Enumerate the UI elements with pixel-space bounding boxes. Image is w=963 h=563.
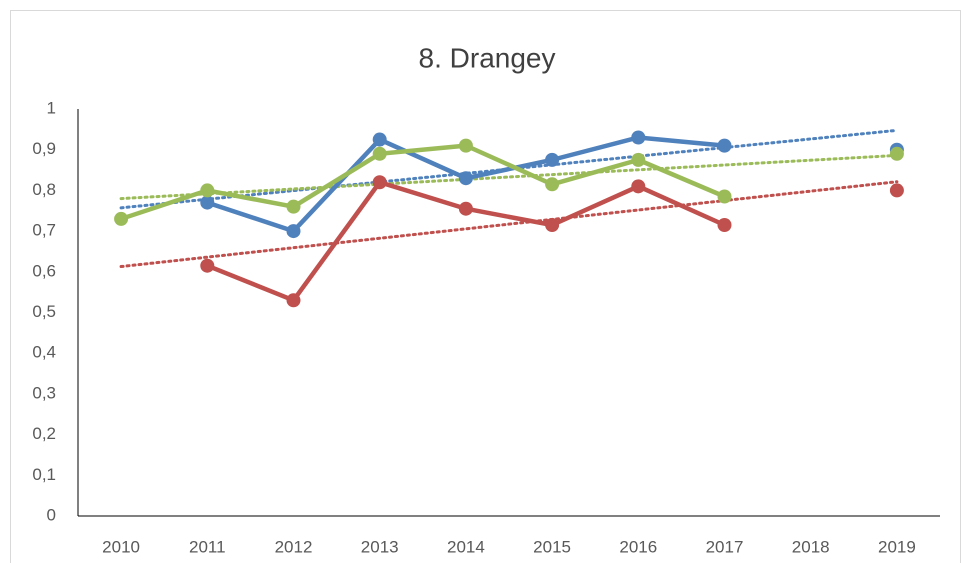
x-tick-label: 2018 bbox=[792, 537, 830, 556]
x-tick-label: 2011 bbox=[189, 537, 226, 556]
marker bbox=[631, 179, 646, 194]
marker bbox=[717, 138, 732, 153]
marker bbox=[372, 132, 387, 147]
marker bbox=[717, 217, 732, 232]
x-tick-label: 2015 bbox=[533, 537, 571, 556]
marker bbox=[458, 171, 473, 186]
y-tick-label: 0,3 bbox=[32, 383, 56, 402]
marker bbox=[631, 130, 646, 145]
marker bbox=[200, 258, 215, 273]
marker bbox=[286, 224, 301, 239]
y-tick-label: 0,4 bbox=[32, 343, 56, 362]
x-tick-label: 2017 bbox=[706, 537, 744, 556]
marker bbox=[114, 211, 129, 226]
marker bbox=[545, 152, 560, 167]
marker bbox=[545, 177, 560, 192]
y-tick-label: 0,2 bbox=[32, 424, 56, 443]
trendline bbox=[119, 180, 899, 269]
y-tick-label: 0,1 bbox=[32, 465, 56, 484]
y-tick-label: 0,8 bbox=[32, 180, 56, 199]
x-tick-label: 2012 bbox=[275, 537, 313, 556]
marker bbox=[458, 201, 473, 216]
marker bbox=[286, 293, 301, 308]
marker bbox=[372, 146, 387, 161]
marker bbox=[889, 183, 904, 198]
marker bbox=[286, 199, 301, 214]
marker bbox=[372, 175, 387, 190]
marker bbox=[717, 189, 732, 204]
x-tick-label: 2019 bbox=[878, 537, 916, 556]
y-tick-label: 0,7 bbox=[32, 221, 56, 240]
marker bbox=[545, 217, 560, 232]
marker bbox=[458, 138, 473, 153]
trendline bbox=[119, 153, 899, 201]
chart-title: 8. Drangey bbox=[419, 42, 556, 73]
marker bbox=[889, 146, 904, 161]
marker bbox=[200, 183, 215, 198]
chart-border bbox=[10, 10, 961, 563]
marker bbox=[200, 195, 215, 210]
y-tick-label: 0 bbox=[47, 505, 56, 524]
x-tick-label: 2013 bbox=[361, 537, 399, 556]
x-tick-label: 2014 bbox=[447, 537, 485, 556]
x-tick-label: 2010 bbox=[102, 537, 140, 556]
y-tick-label: 0,9 bbox=[32, 139, 56, 158]
y-tick-label: 0,5 bbox=[32, 302, 56, 321]
marker bbox=[631, 152, 646, 167]
y-tick-label: 1 bbox=[47, 98, 56, 117]
y-tick-label: 0,6 bbox=[32, 261, 56, 280]
x-tick-label: 2016 bbox=[619, 537, 657, 556]
